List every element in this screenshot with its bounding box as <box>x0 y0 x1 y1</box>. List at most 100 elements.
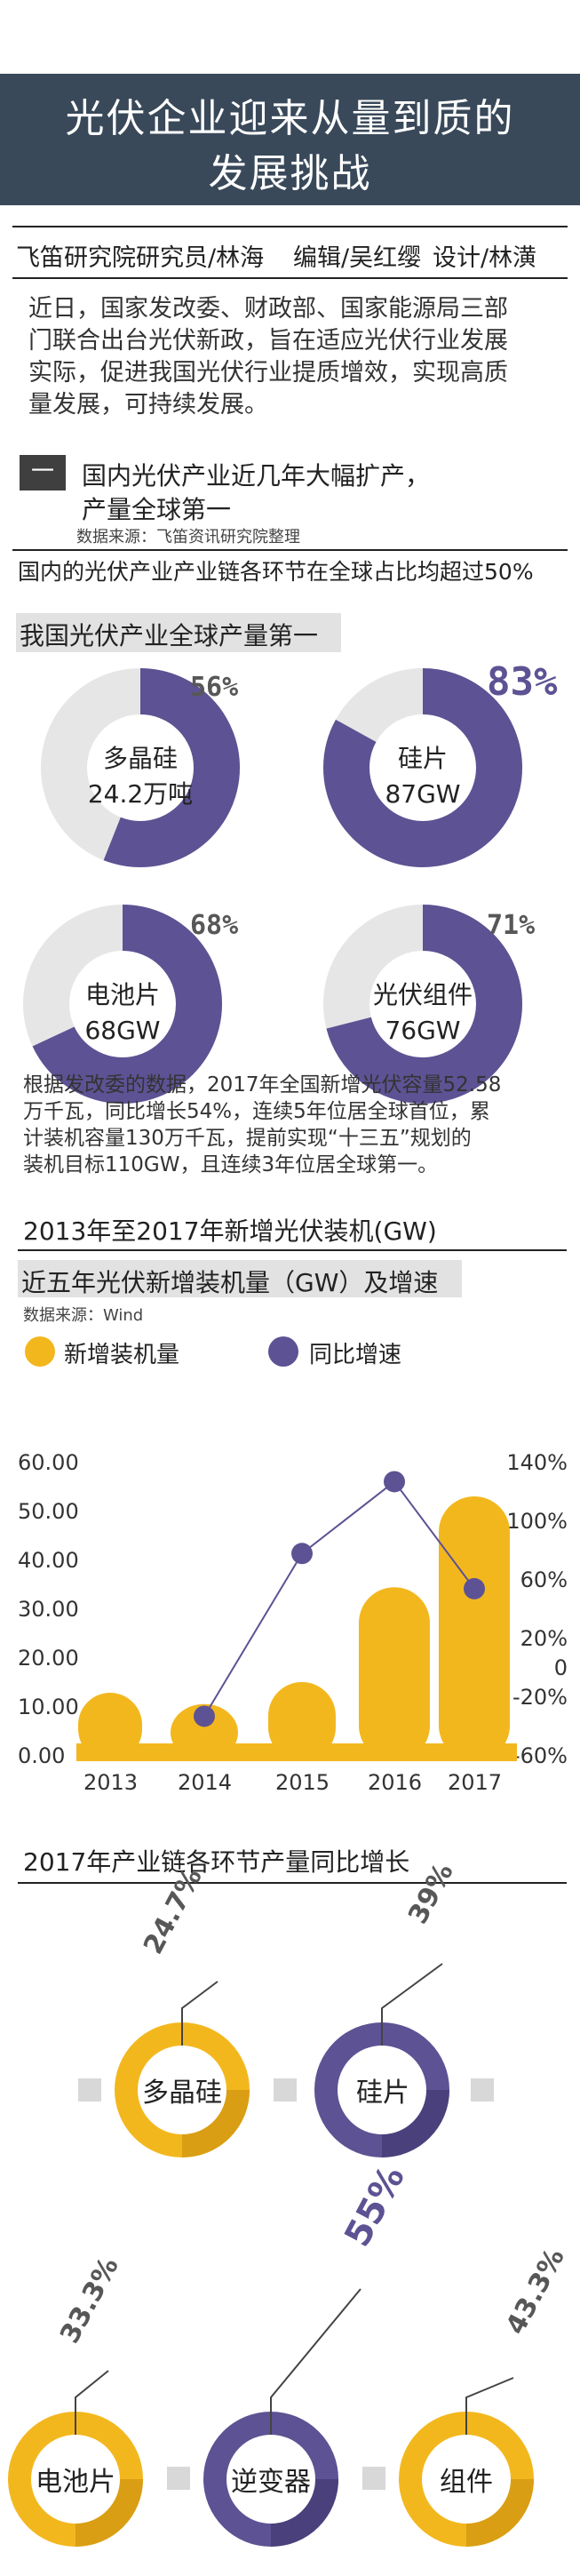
donut-value-wafer: 87GW <box>385 779 461 809</box>
donut-pct-cell: 68% <box>190 910 239 941</box>
ring-separator-2 <box>274 2078 297 2101</box>
para2-line-4: 装机目标110GW，且连续3年位居全球第一。 <box>23 1153 439 1176</box>
left-axis-tick: 50.00 <box>18 1499 79 1524</box>
donut-arc-polysilicon <box>41 668 240 867</box>
legend-bar-swatch <box>25 1336 55 1367</box>
donut-name-polysilicon: 多晶硅 <box>102 744 178 773</box>
byline-bottom-rule <box>12 277 568 279</box>
chart-title-band <box>18 1260 462 1297</box>
section1-rule <box>12 549 568 551</box>
section1-title-line-2: 产量全球第一 <box>82 495 232 524</box>
right-axis-tick: 0 <box>553 1655 568 1680</box>
ring-inner-wafer <box>338 2046 426 2134</box>
bar-2016 <box>359 1587 430 1761</box>
right-axis-tick: 20% <box>520 1626 568 1651</box>
ring-name-inverter: 逆变器 <box>231 2467 311 2498</box>
byline-editor: 编辑/吴红缨 <box>293 244 422 272</box>
donut-pct-wafer: 83% <box>487 659 558 705</box>
ring-name-cell: 电池片 <box>36 2467 115 2498</box>
category-label-2014: 2014 <box>178 1770 233 1795</box>
ring-name-polysilicon: 多晶硅 <box>142 2078 222 2109</box>
category-label-2016: 2016 <box>368 1770 423 1795</box>
category-label-2013: 2013 <box>83 1770 139 1795</box>
ring-separator-4 <box>167 2467 190 2490</box>
right-axis-tick: -20% <box>512 1685 568 1710</box>
right-axis-tick: 100% <box>506 1509 568 1534</box>
ring-inner-cell <box>31 2435 120 2524</box>
bar-2017 <box>439 1495 510 1761</box>
ring-separator-1 <box>78 2078 101 2101</box>
category-label-2017: 2017 <box>448 1770 503 1795</box>
donut-value-cell: 68GW <box>84 1016 161 1045</box>
section3-title: 2017年产业链各环节产量同比增长 <box>23 1847 410 1877</box>
left-axis-tick: 40.00 <box>18 1548 79 1573</box>
byline-top-rule <box>12 226 568 227</box>
legend-bar-label: 新增装机量 <box>64 1342 180 1368</box>
legend-line-swatch <box>268 1336 298 1367</box>
intro-line-1: 近日，国家发改委、财政部、国家能源局三部 <box>28 295 508 323</box>
growth-point-2017 <box>464 1577 485 1599</box>
donuts-title: 我国光伏产业全球产量第一 <box>20 621 319 650</box>
byline-designer: 设计/林潢 <box>433 244 537 272</box>
category-label-2015: 2015 <box>275 1770 330 1795</box>
donut-pct-module: 71% <box>487 910 536 941</box>
bar-2015 <box>268 1681 336 1761</box>
growth-point-2015 <box>291 1543 313 1565</box>
intro-line-4: 量发展，可持续发展。 <box>28 391 268 419</box>
left-axis-tick: 10.00 <box>18 1695 79 1719</box>
title-banner: 光伏企业迎来从量到质的 发展挑战 <box>0 74 580 205</box>
left-axis-tick: 0.00 <box>18 1743 66 1768</box>
left-axis-tick: 20.00 <box>18 1646 79 1671</box>
intro-line-3: 实际，促进我国光伏行业提质增效，实现高质 <box>28 359 508 387</box>
para2-line-1: 根据发改委的数据，2017年全国新增光伏容量52.58 <box>23 1073 502 1097</box>
section1-title-line-1: 国内光伏产业近几年大幅扩产， <box>82 461 431 490</box>
section1-summary: 国内的光伏产业产业链各环节在全球占比均超过50% <box>18 559 534 585</box>
section3-rule <box>18 1882 567 1884</box>
para2-line-3: 计装机容量130万千瓦，提前实现“十三五”规划的 <box>23 1127 472 1150</box>
title-line-1: 光伏企业迎来从量到质的 <box>65 96 515 141</box>
section2-rule <box>18 1249 567 1251</box>
ring-leader-inverter <box>270 2288 362 2435</box>
ring-leader-polysilicon <box>181 1981 218 2046</box>
ring-inner-module <box>422 2435 511 2524</box>
ring-separator-5 <box>362 2467 385 2490</box>
section1-source: 数据来源：飞笛资讯研究院整理 <box>76 528 300 546</box>
section-number: 一 <box>20 455 66 490</box>
left-axis-tick: 60.00 <box>18 1450 79 1475</box>
byline-researcher: 飞笛研究院研究员/林海 <box>16 244 265 272</box>
ring-name-wafer: 硅片 <box>356 2078 409 2109</box>
growth-point-2014 <box>194 1705 215 1727</box>
ring-name-module: 组件 <box>440 2467 493 2498</box>
chart-title: 近五年光伏新增装机量（GW）及增速 <box>21 1268 439 1297</box>
para2-line-2: 万千瓦，同比增长54%，连续5年位居全球首位，累 <box>23 1100 490 1123</box>
chart-source: 数据来源：Wind <box>23 1306 144 1325</box>
ring-separator-3 <box>471 2078 494 2101</box>
donut-name-cell: 电池片 <box>84 980 160 1009</box>
legend-line-label: 同比增速 <box>309 1342 402 1368</box>
intro-line-2: 门联合出台光伏新政，旨在适应光伏行业发展 <box>28 327 508 355</box>
growth-point-2016 <box>384 1471 405 1493</box>
donuts-title-band <box>16 613 341 652</box>
title-line-2: 发展挑战 <box>208 151 372 196</box>
left-axis-tick: 30.00 <box>18 1597 79 1622</box>
donut-arc-module <box>323 905 522 1104</box>
donut-name-wafer: 硅片 <box>397 744 448 773</box>
ring-leader-module <box>465 2377 514 2435</box>
right-axis-tick: -60% <box>512 1743 568 1768</box>
donut-name-module: 光伏组件 <box>372 980 473 1009</box>
donut-arc-wafer <box>323 668 522 867</box>
donut-value-module: 76GW <box>385 1016 461 1045</box>
right-axis-tick: 60% <box>520 1567 568 1592</box>
donut-pct-polysilicon: 56% <box>190 672 239 703</box>
right-axis-tick: 140% <box>506 1450 568 1475</box>
growth-line <box>203 1480 475 1717</box>
donut-value-polysilicon: 24.2万吨 <box>87 779 194 809</box>
donut-arc-cell <box>23 905 222 1104</box>
ring-leader-wafer <box>381 1963 443 2046</box>
ring-leader-cell <box>75 2370 109 2435</box>
ring-inner-inverter <box>226 2435 315 2524</box>
bar-baseline <box>76 1743 517 1761</box>
